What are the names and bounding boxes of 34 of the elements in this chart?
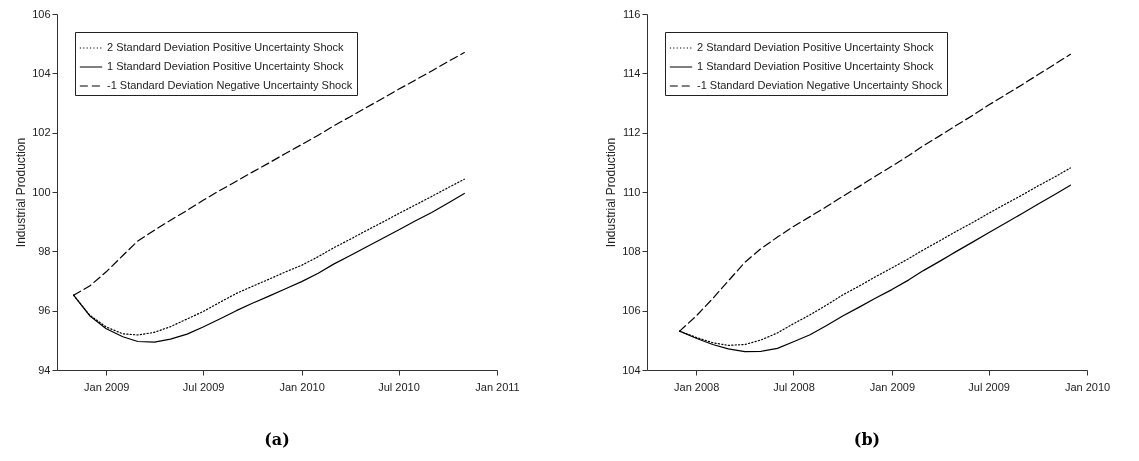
y-axis-title: Industrial Production [14, 137, 29, 248]
y-tick-label: 104 [32, 66, 51, 79]
y-tick-label: 116 [622, 7, 641, 20]
x-tick-label: Jan 2010 [279, 380, 325, 393]
y-tick-label: 112 [622, 126, 641, 139]
y-tick-label: 114 [622, 66, 641, 79]
y-tick-label: 102 [32, 126, 51, 139]
y-tick-label: 98 [38, 244, 51, 257]
x-tick-label: Jul 2009 [968, 380, 1010, 393]
y-tick-label: 100 [32, 185, 51, 198]
text: (a) [264, 430, 290, 449]
y-tick-label: 104 [622, 363, 641, 376]
x-tick-label: Jan 2008 [674, 380, 720, 393]
x-tick-label: Jul 2010 [378, 380, 420, 393]
y-tick-label: 106 [622, 304, 641, 317]
y-tick-label: 110 [622, 185, 641, 198]
y-tick-label: 106 [32, 7, 51, 20]
y-tick-label: 108 [622, 244, 641, 257]
x-tick-label: Jan 2010 [1064, 380, 1111, 393]
y-tick-label: 96 [38, 304, 51, 317]
x-tick-label: Jul 2008 [773, 380, 815, 393]
x-tick-label: Jan 2009 [84, 380, 130, 393]
legend-label: 2 Standard Deviation Positive Uncertainty Shock [697, 41, 935, 53]
legend-label: -1 Standard Deviation Negative Uncertainty Shock [697, 79, 943, 91]
y-tick-label: 94 [38, 363, 51, 376]
y-axis-title: Industrial Production [604, 137, 619, 248]
legend-label: 2 Standard Deviation Positive Uncertainty Shock [107, 41, 345, 53]
x-tick-label: Jan 2009 [869, 380, 915, 393]
legend-label: 1 Standard Deviation Positive Uncertainty Shock [107, 60, 345, 72]
text: (b) [853, 430, 881, 449]
x-tick-label: Jan 2011 [475, 380, 520, 393]
legend-label: -1 Standard Deviation Negative Uncertainty Shock [107, 79, 353, 91]
x-tick-label: Jul 2009 [182, 380, 225, 393]
legend-label: 1 Standard Deviation Positive Uncertainty Shock [697, 60, 935, 72]
